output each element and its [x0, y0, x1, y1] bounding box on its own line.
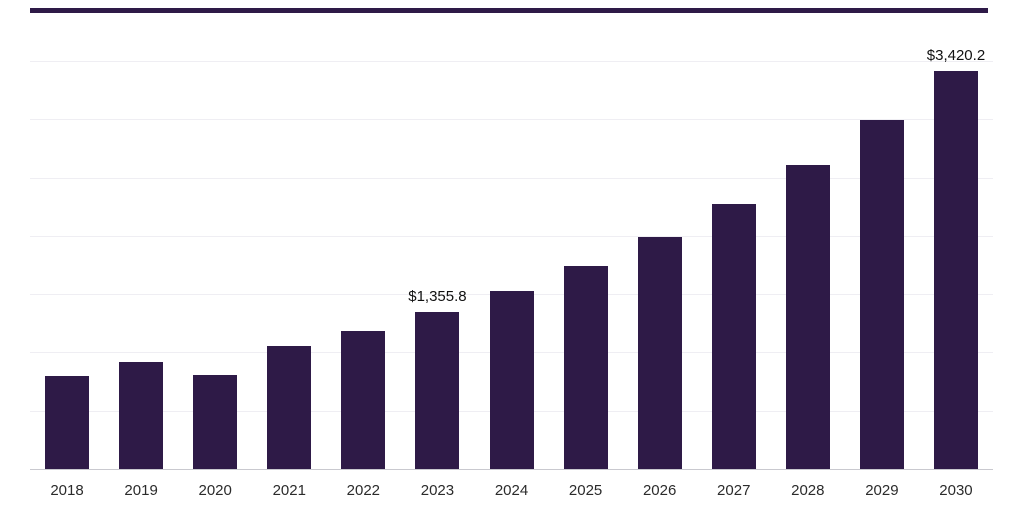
- x-axis-tick-label-2018: 2018: [50, 482, 84, 499]
- x-axis-tick-label-2021: 2021: [272, 482, 306, 499]
- bar-group-2025: [549, 62, 623, 470]
- x-axis-tick-label-2028: 2028: [791, 482, 825, 499]
- x-axis: 2018 2019 2020 2021 2022 2023 2024 2025 2026 2027…: [30, 482, 993, 499]
- bar-group-2019: [104, 62, 178, 470]
- bar-2024: [489, 291, 534, 470]
- bar-group-2029: [845, 62, 919, 470]
- bar-group-2026: [623, 62, 697, 470]
- bar-2028: [785, 164, 830, 470]
- bar-2019: [119, 362, 164, 470]
- bar-2030: $3,420.2: [927, 47, 985, 470]
- x-axis-line: [30, 469, 993, 470]
- bar-2025: [563, 266, 608, 470]
- gridline: [30, 177, 993, 179]
- chart-top-border: [30, 8, 988, 13]
- x-axis-tick-label-2026: 2026: [642, 482, 677, 499]
- bar-2018: [45, 375, 90, 470]
- bar-2029: [859, 120, 904, 470]
- plot-area: $1,355.8 $3,420.2: [30, 47, 993, 470]
- gridline: [30, 235, 993, 237]
- data-label-2030: $3,420.2: [926, 47, 986, 65]
- bar-group-2030: $3,420.2: [919, 47, 993, 470]
- x-axis-tick-label-2023: 2023: [420, 482, 455, 499]
- bar-group-2018: [30, 62, 104, 470]
- bar-group-2024: [474, 62, 548, 470]
- x-axis-tick-label-2029: 2029: [865, 482, 899, 499]
- data-label-2023: $1,355.8: [408, 287, 467, 305]
- x-axis-tick-label-2025: 2025: [568, 482, 603, 499]
- bar-2020: [193, 375, 238, 470]
- x-axis-tick-label-2024: 2024: [494, 482, 529, 499]
- gridline: [30, 119, 993, 121]
- bar-group-2023: $1,355.8: [400, 62, 474, 470]
- bar-2027: [711, 204, 756, 470]
- x-axis-tick-label-2020: 2020: [198, 482, 232, 499]
- bar-2023: $1,355.8: [408, 288, 467, 470]
- bar-group-2022: [326, 62, 400, 470]
- x-axis-tick-label-2030: 2030: [939, 482, 973, 499]
- bar-group-2021: [252, 62, 326, 470]
- bars-row: $1,355.8 $3,420.2: [30, 47, 993, 470]
- bar-2026: [637, 236, 682, 470]
- bar-group-2027: [697, 62, 771, 470]
- bar-2022: [341, 330, 386, 470]
- bar-2021: [267, 346, 312, 470]
- x-axis-tick-label-2027: 2027: [717, 482, 751, 499]
- gridline: [30, 61, 993, 62]
- x-axis-tick-label-2019: 2019: [124, 482, 158, 499]
- bar-group-2028: [771, 62, 845, 470]
- x-axis-tick-label-2022: 2022: [346, 482, 381, 499]
- bar-group-2020: [178, 62, 252, 470]
